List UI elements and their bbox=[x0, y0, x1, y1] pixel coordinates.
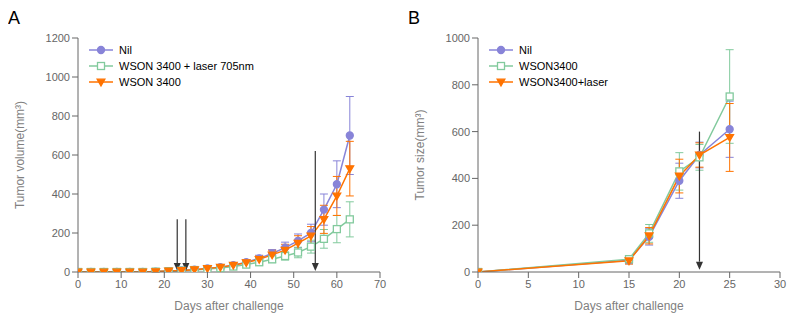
svg-text:Days after challenge: Days after challenge bbox=[174, 299, 284, 313]
svg-text:70: 70 bbox=[374, 278, 386, 290]
svg-text:30: 30 bbox=[201, 278, 213, 290]
svg-text:25: 25 bbox=[724, 278, 736, 290]
svg-text:200: 200 bbox=[52, 227, 70, 239]
svg-text:Tumor volume(mm³): Tumor volume(mm³) bbox=[13, 101, 27, 209]
svg-text:5: 5 bbox=[525, 278, 531, 290]
html-text:WSON 3400 + laser 705nm: WSON 3400 + laser 705nm bbox=[119, 60, 254, 72]
html-text:A: A bbox=[8, 8, 20, 28]
svg-text:1000: 1000 bbox=[446, 32, 470, 44]
svg-text:10: 10 bbox=[115, 278, 127, 290]
svg-text:0: 0 bbox=[464, 266, 470, 278]
svg-text:20: 20 bbox=[158, 278, 170, 290]
svg-text:1200: 1200 bbox=[46, 32, 70, 44]
svg-text:200: 200 bbox=[452, 219, 470, 231]
svg-text:60: 60 bbox=[331, 278, 343, 290]
svg-text:Tumor size(mm³): Tumor size(mm³) bbox=[413, 110, 427, 201]
svg-text:600: 600 bbox=[452, 126, 470, 138]
svg-text:10: 10 bbox=[573, 278, 585, 290]
svg-text:0: 0 bbox=[64, 266, 70, 278]
svg-text:600: 600 bbox=[52, 149, 70, 161]
html-text:B: B bbox=[408, 8, 420, 28]
svg-text:0: 0 bbox=[475, 278, 481, 290]
html-text:Nil: Nil bbox=[119, 44, 132, 56]
html-text:WSON3400+laser: WSON3400+laser bbox=[519, 76, 608, 88]
svg-text:15: 15 bbox=[623, 278, 635, 290]
svg-text:400: 400 bbox=[452, 172, 470, 184]
svg-text:1000: 1000 bbox=[46, 71, 70, 83]
svg-text:20: 20 bbox=[673, 278, 685, 290]
html-text:Nil: Nil bbox=[519, 44, 532, 56]
svg-text:400: 400 bbox=[52, 188, 70, 200]
svg-text:800: 800 bbox=[452, 79, 470, 91]
svg-text:40: 40 bbox=[244, 278, 256, 290]
svg-text:Days after challenge: Days after challenge bbox=[574, 299, 684, 313]
svg-text:50: 50 bbox=[288, 278, 300, 290]
svg-text:800: 800 bbox=[52, 110, 70, 122]
html-text:WSON 3400: WSON 3400 bbox=[119, 76, 181, 88]
html-text:WSON3400: WSON3400 bbox=[519, 60, 578, 72]
svg-text:0: 0 bbox=[75, 278, 81, 290]
svg-text:30: 30 bbox=[774, 278, 786, 290]
